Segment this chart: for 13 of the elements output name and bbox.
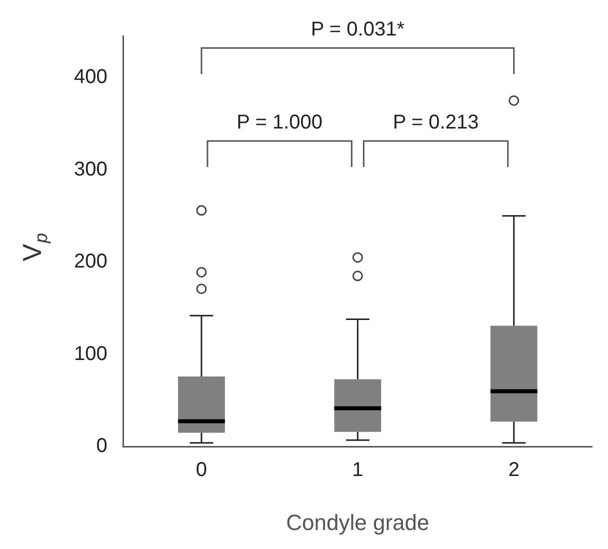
y-tick-label: 0 <box>96 435 108 458</box>
annotation: P = 1.000 <box>236 112 322 134</box>
y-tick-label: 400 <box>74 66 108 88</box>
y-tick-label: 200 <box>74 250 108 273</box>
y-tick-label: 100 <box>74 342 108 365</box>
annotation: P = 0.031* <box>310 18 405 41</box>
annotation: P = 0.213 <box>392 112 479 134</box>
x-axis-title: Condyle grade <box>286 510 430 535</box>
x-tick-label: 2 <box>508 459 520 482</box>
y-axis-title: Vp <box>17 232 51 262</box>
y-tick-label: 300 <box>74 158 108 180</box>
x-tick-label: 0 <box>196 459 208 482</box>
x-tick-label: 1 <box>352 459 364 482</box>
